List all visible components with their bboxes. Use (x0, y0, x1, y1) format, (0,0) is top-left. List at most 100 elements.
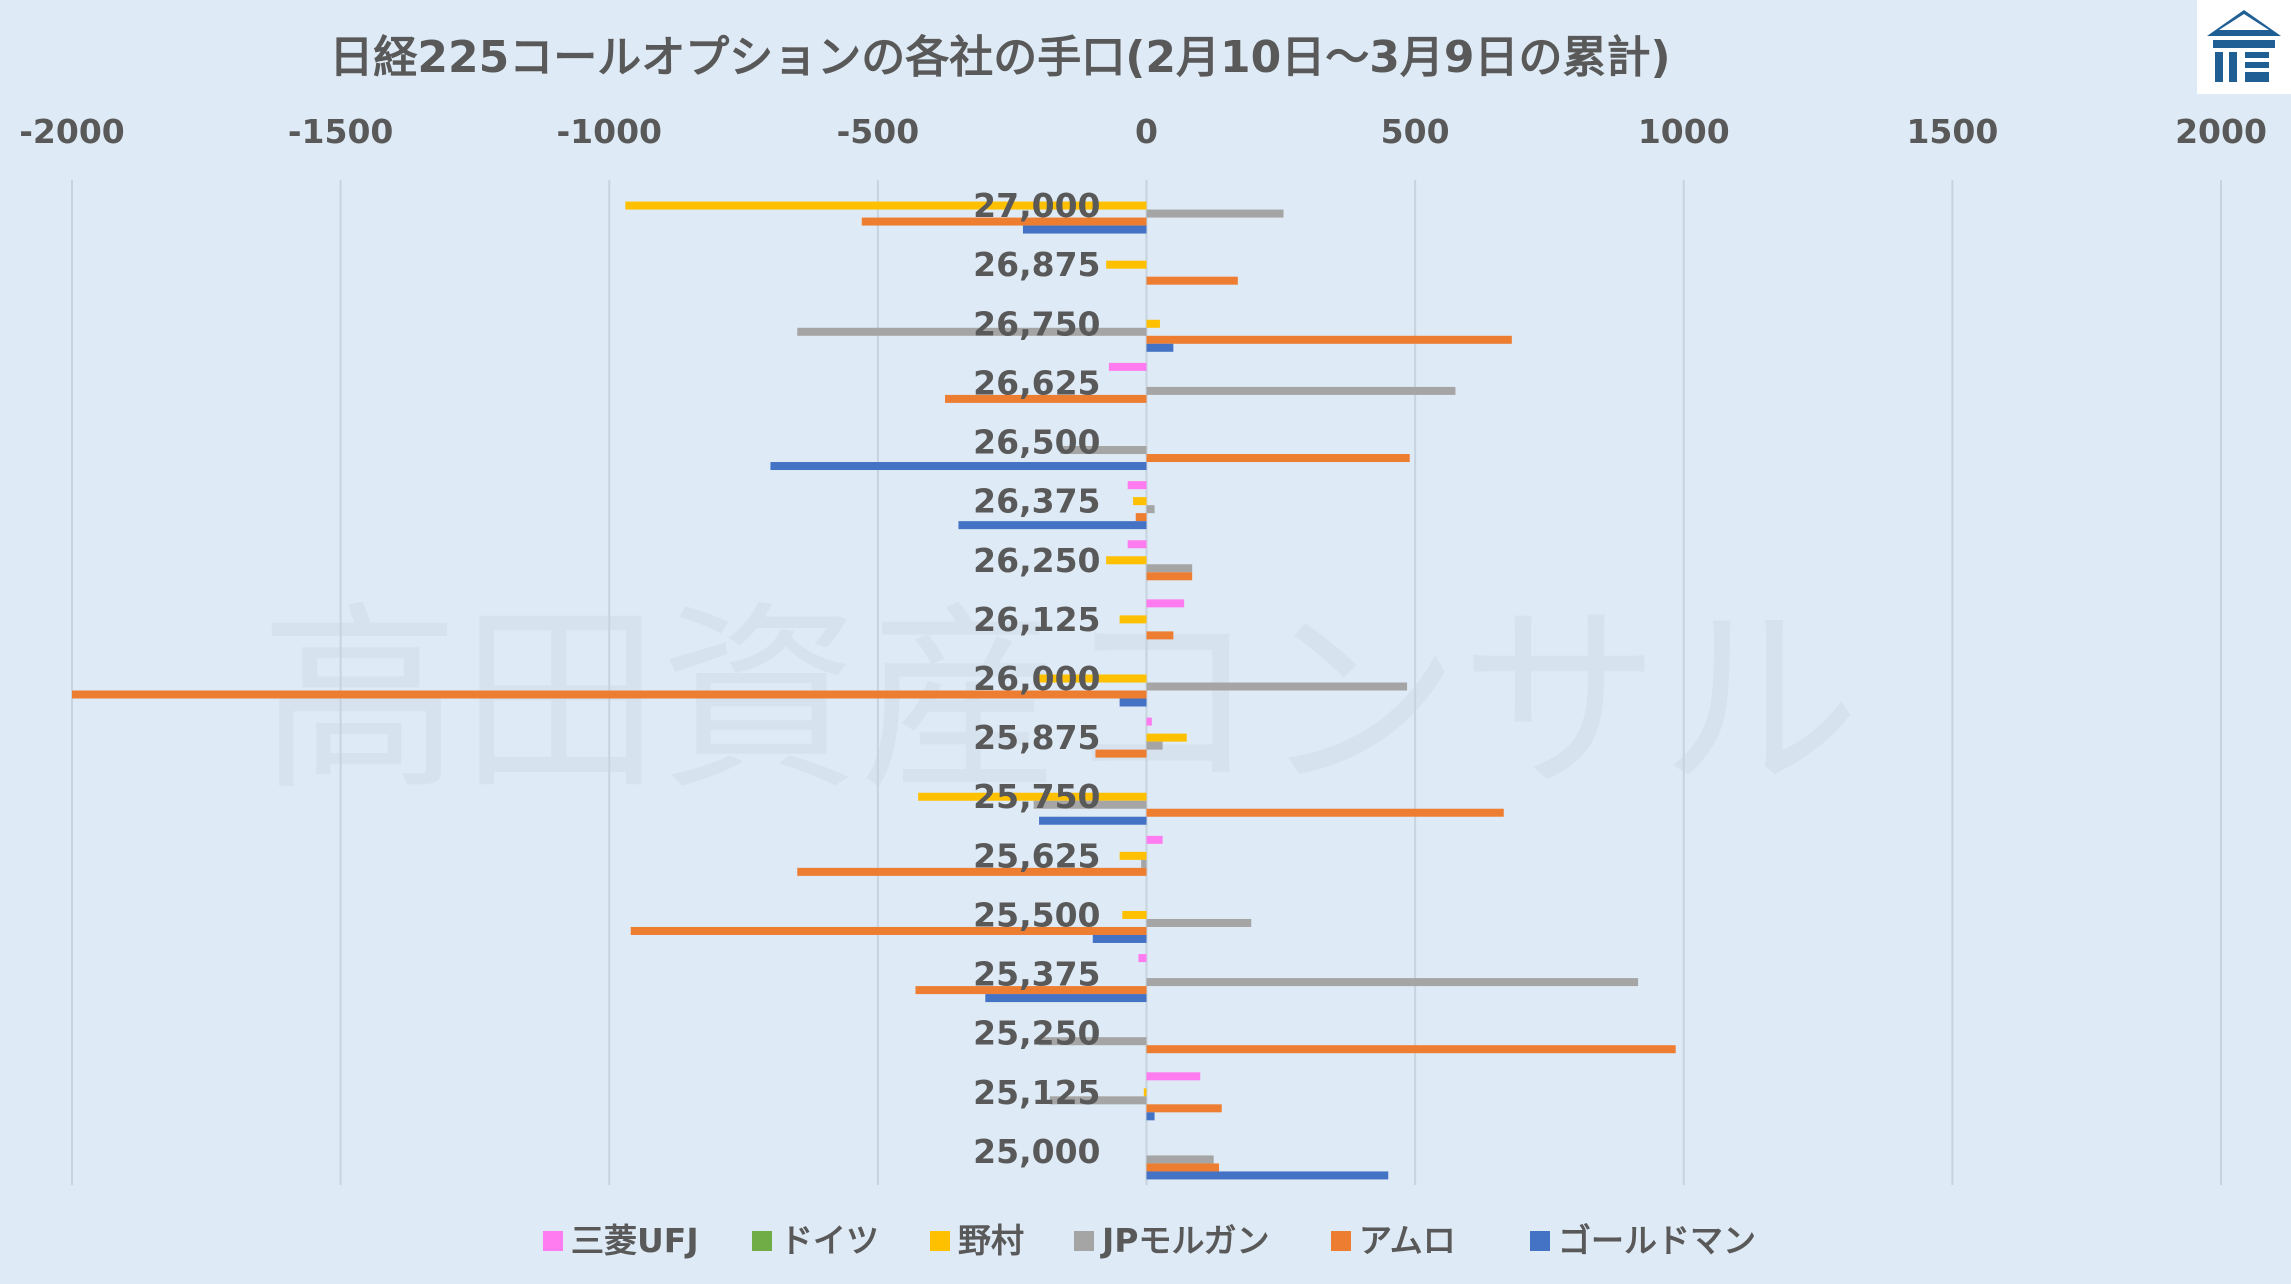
x-tick-label: 1500 (1906, 112, 1998, 151)
legend-label: ドイツ (780, 1221, 879, 1260)
bar (1146, 978, 1639, 987)
bar (1049, 1096, 1147, 1105)
bar (1146, 1155, 1214, 1164)
bar (72, 690, 1147, 699)
bar (1138, 954, 1147, 963)
bar (1119, 615, 1147, 624)
bar (1146, 1112, 1155, 1121)
category-label: 26,125 (973, 600, 1100, 639)
bar (1146, 1163, 1220, 1172)
x-tick-label: -1000 (556, 112, 662, 151)
bar (1022, 225, 1147, 234)
legend-label: 三菱UFJ (571, 1221, 699, 1260)
bar (1146, 717, 1152, 726)
bar (1108, 362, 1147, 371)
bar (1092, 934, 1147, 943)
bar (1033, 674, 1147, 683)
category-label: 25,500 (973, 895, 1100, 934)
bar (1146, 631, 1174, 640)
bar (945, 394, 1147, 403)
bar (1039, 816, 1147, 825)
category-label: 26,375 (973, 482, 1100, 521)
bar (1122, 910, 1147, 919)
category-label: 25,125 (973, 1073, 1100, 1112)
bar (1095, 749, 1147, 758)
bar (625, 201, 1147, 210)
category-label: 25,625 (973, 836, 1100, 875)
category-label: 26,875 (973, 245, 1100, 284)
legend-swatch (930, 1231, 950, 1251)
bar (1146, 918, 1252, 927)
x-axis-ticks: -2000 -1500 -1000 -500 0 500 1000 1500 2000 (19, 112, 2267, 151)
legend-swatch (543, 1231, 563, 1251)
legend-label: 野村 (958, 1221, 1024, 1260)
bar (1146, 276, 1238, 285)
bar (1146, 1072, 1201, 1081)
bar (1146, 572, 1193, 581)
bar (1146, 386, 1456, 395)
x-tick-label: -1500 (288, 112, 394, 151)
bar (915, 986, 1147, 995)
legend-swatch (1530, 1231, 1550, 1251)
category-label: 26,625 (973, 363, 1100, 402)
x-tick-label: -2000 (19, 112, 125, 151)
category-label: 25,000 (973, 1132, 1100, 1171)
bar (1146, 741, 1163, 750)
bar (1146, 1104, 1222, 1113)
bar (1146, 808, 1504, 817)
legend-swatch (752, 1231, 772, 1251)
bar (1146, 209, 1284, 218)
bar (1146, 454, 1410, 463)
bar (1133, 497, 1147, 506)
category-label: 26,750 (973, 304, 1100, 343)
bar (1146, 335, 1512, 344)
bar (797, 867, 1147, 876)
grid-lines (71, 180, 2222, 1185)
bar (1146, 505, 1155, 514)
category-label: 25,875 (973, 718, 1100, 757)
bar (1146, 564, 1193, 573)
bar (1141, 859, 1147, 868)
bar (1119, 851, 1147, 860)
bar (1143, 1088, 1147, 1097)
bar (770, 462, 1147, 471)
bar (630, 926, 1147, 935)
bar (1146, 835, 1163, 844)
category-label: 25,375 (973, 955, 1100, 994)
legend-swatch (1074, 1231, 1094, 1251)
bar (1146, 733, 1187, 742)
bar (985, 994, 1147, 1003)
category-label: 27,000 (973, 186, 1100, 225)
legend-label: アムロ (1359, 1221, 1456, 1260)
bar (1039, 1037, 1147, 1046)
bar (1127, 540, 1147, 549)
bar (1146, 1171, 1389, 1180)
category-label: 25,250 (973, 1014, 1100, 1053)
watermark: 高田資産コンサル (260, 585, 1860, 818)
chart-title: 日経225コールオプションの各社の手口(2月10日～3月9日の累計) (329, 32, 1670, 83)
bar (1146, 319, 1160, 328)
x-tick-label: 500 (1381, 112, 1450, 151)
bar (1127, 481, 1147, 490)
bar (1106, 556, 1147, 565)
legend-label: ゴールドマン (1558, 1221, 1756, 1260)
house-logo-icon (2203, 6, 2285, 88)
legend-swatch (1331, 1231, 1351, 1251)
legend-label: JPモルガン (1100, 1221, 1269, 1260)
bar (1135, 513, 1147, 522)
bar (1106, 260, 1147, 269)
x-tick-label: 2000 (2175, 112, 2267, 151)
category-label: 26,000 (973, 659, 1100, 698)
bar (1146, 682, 1408, 691)
x-tick-label: -500 (837, 112, 920, 151)
category-label: 26,250 (973, 541, 1100, 580)
bar (918, 792, 1147, 801)
legend: 三菱UFJ ドイツ 野村 JPモルガン アムロ ゴールドマン (543, 1221, 1756, 1260)
bar (797, 327, 1147, 336)
bar (1146, 1045, 1676, 1054)
bar (1146, 343, 1174, 352)
category-label: 26,500 (973, 423, 1100, 462)
company-logo (2197, 0, 2291, 94)
